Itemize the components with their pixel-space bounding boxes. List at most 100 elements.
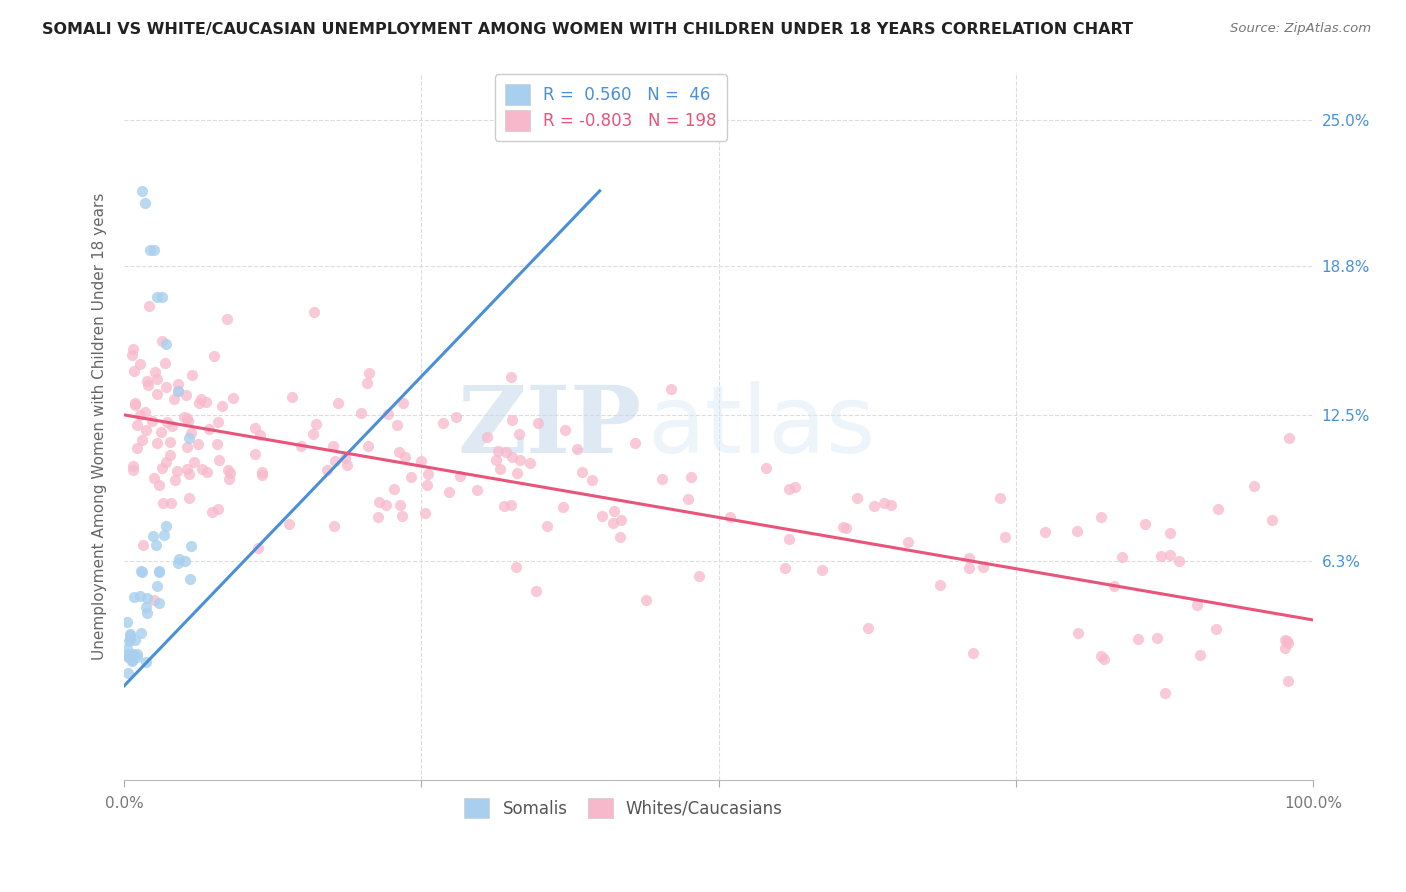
Point [494,500,516,514]
Point [1104,579,1126,593]
Point [150,290,173,304]
Point [1090,510,1112,524]
Y-axis label: Unemployment Among Women with Children Under 18 years: Unemployment Among Women with Children U… [93,193,107,660]
Point [1092,652,1115,666]
Point [315,463,337,477]
Point [962,646,984,660]
Point [281,390,304,404]
Point [159,448,181,462]
Point [1154,686,1177,700]
Point [432,416,454,430]
Point [202,349,225,363]
Point [141,414,163,428]
Point [336,458,359,472]
Point [519,456,541,470]
Point [1067,625,1090,640]
Point [129,565,152,579]
Point [553,500,575,515]
Point [218,472,240,486]
Point [676,491,699,506]
Point [602,504,624,518]
Point [302,426,325,441]
Point [201,505,224,519]
Point [1275,634,1298,648]
Point [367,494,389,508]
Point [183,455,205,469]
Point [475,430,498,444]
Point [591,509,613,524]
Point [148,596,170,610]
Point [179,432,201,446]
Point [328,396,350,410]
Point [527,416,550,430]
Point [118,634,141,648]
Point [207,502,229,516]
Point [509,452,531,467]
Point [159,434,181,449]
Point [155,519,177,533]
Point [131,433,153,447]
Point [120,628,142,642]
Point [179,467,201,481]
Point [377,407,399,421]
Point [142,471,165,485]
Point [148,564,170,578]
Point [121,653,143,667]
Point [152,528,174,542]
Point [205,437,228,451]
Point [125,647,148,661]
Point [681,470,703,484]
Point [121,654,143,668]
Point [322,518,344,533]
Point [486,443,509,458]
Point [146,290,169,304]
Point [163,392,186,406]
Point [243,447,266,461]
Point [129,358,152,372]
Point [152,461,174,475]
Point [124,398,146,412]
Point [155,337,177,351]
Point [122,364,145,378]
Point [121,343,143,357]
Point [135,599,157,614]
Point [389,499,412,513]
Point [928,578,950,592]
Point [121,349,143,363]
Point [194,395,217,409]
Point [125,650,148,665]
Point [651,472,673,486]
Point [536,518,558,533]
Point [1277,635,1299,649]
Point [249,428,271,442]
Point [115,647,138,661]
Point [581,473,603,487]
Point [444,409,467,424]
Point [121,648,143,663]
Point [115,642,138,657]
Point [146,435,169,450]
Point [1111,549,1133,564]
Point [190,392,212,406]
Point [602,516,624,530]
Point [1278,432,1301,446]
Point [122,458,145,473]
Point [160,496,183,510]
Point [177,414,200,428]
Point [222,391,245,405]
Point [198,422,221,436]
Point [187,437,209,451]
Point [863,499,886,513]
Point [131,566,153,580]
Point [125,417,148,432]
Text: Source: ZipAtlas.com: Source: ZipAtlas.com [1230,22,1371,36]
Point [305,417,328,431]
Point [1150,549,1173,564]
Text: atlas: atlas [647,381,876,473]
Point [501,413,523,427]
Point [391,509,413,524]
Point [688,569,710,583]
Point [634,592,657,607]
Point [138,299,160,313]
Point [134,195,156,210]
